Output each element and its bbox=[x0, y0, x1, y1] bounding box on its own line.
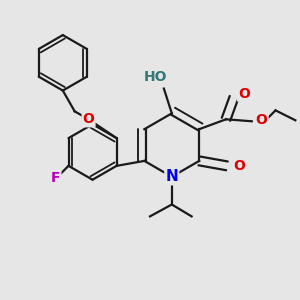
Text: O: O bbox=[233, 159, 245, 173]
Text: O: O bbox=[82, 112, 94, 126]
Text: O: O bbox=[256, 113, 268, 127]
Text: O: O bbox=[238, 86, 250, 100]
Text: N: N bbox=[165, 169, 178, 184]
Text: HO: HO bbox=[144, 70, 168, 84]
Text: F: F bbox=[51, 171, 60, 185]
